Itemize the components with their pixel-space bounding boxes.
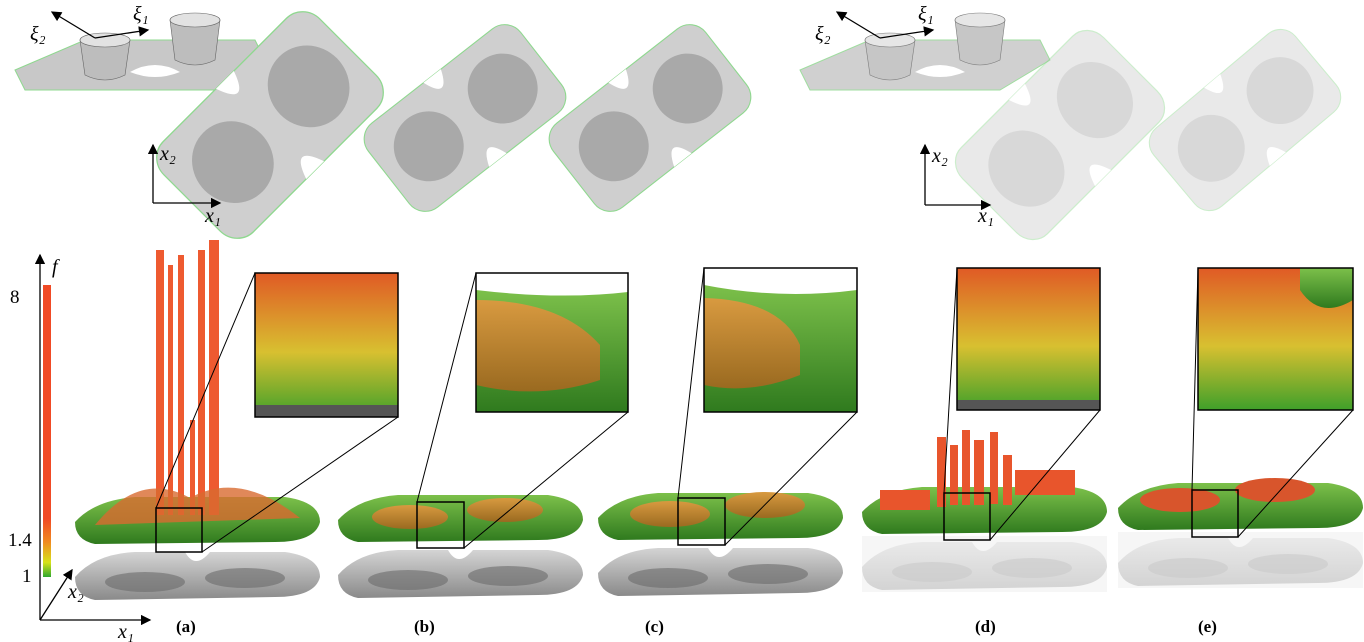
inset-frame [956,267,1101,411]
caption: (d) [975,617,996,636]
caption: (b) [414,617,435,636]
mesh-plate [355,15,575,221]
zoom-box [155,507,203,553]
inset-frame [475,272,629,413]
caption: (c) [645,617,664,636]
disc [630,501,710,527]
zoom-line [1191,267,1354,538]
axis-label: x₂ [159,143,176,165]
panel-a: (a) [75,240,399,636]
disc [372,505,448,529]
panel-b: (b) [338,272,629,636]
spikes [156,240,219,515]
axis-label: ξ₂ [30,23,46,45]
inset-frame [703,267,858,413]
panel-c: (c) [598,267,858,636]
disc [1235,478,1315,502]
axis-arrow [50,11,96,39]
zoom-box [943,492,991,541]
axis-label: x₁ [117,621,134,642]
zoom-line [416,272,629,549]
colorbar-tick: 1.4 [8,530,32,551]
axis-label: ξ₂ [815,23,831,45]
panel-e: (e) [1118,267,1363,636]
zoom-line [155,272,399,553]
zoom-box [416,501,465,549]
caption: (e) [1198,617,1217,636]
axis-label: x₂ [931,145,948,167]
top-right-group: ξ₂ ξ₁ x₂ x₁ [799,3,1350,250]
top-left-group: ξ₂ ξ₁ x₂ x₁ [14,1,760,249]
axis-label: ξ₁ [133,3,149,25]
axis-arrow [835,11,881,39]
zoom-box [677,497,726,546]
disc [467,498,543,522]
inset-frame [254,272,399,418]
colorbar-label: f [52,256,60,278]
inset-frame [1197,267,1354,411]
axis-label: x₁ [977,205,994,227]
panel-d: (d) [862,267,1107,636]
surface-bump [95,487,300,525]
zoom-line [677,267,858,546]
zoom-line [943,267,1101,541]
mesh-plate [540,15,760,221]
caption: (a) [176,617,196,636]
colorbar-tick: 8 [10,287,20,308]
disc [1140,488,1220,512]
surface [338,495,583,598]
axis-label: x₁ [204,205,221,227]
colorbar [43,285,51,577]
colorbar-tick: 1 [22,566,32,587]
bars [880,430,1075,510]
axis-arrow [879,26,935,39]
inset [957,268,1100,410]
inset-shadow [255,405,398,417]
axis-arrow [94,26,150,39]
axis-label: ξ₁ [918,3,934,25]
axis-arrow [39,568,73,621]
zoom-box [1191,489,1239,538]
inset [255,273,398,417]
mesh-plate [1140,20,1350,220]
